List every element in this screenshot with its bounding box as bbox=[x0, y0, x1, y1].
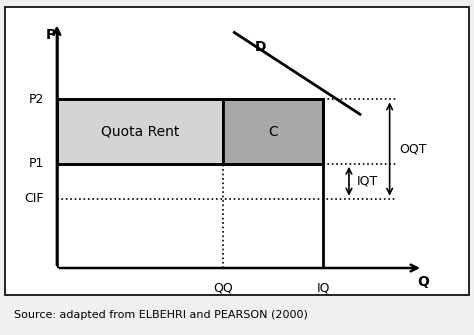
Text: IQ: IQ bbox=[316, 282, 330, 295]
Text: D: D bbox=[255, 40, 266, 54]
Text: Quota Rent: Quota Rent bbox=[101, 125, 179, 139]
Text: CIF: CIF bbox=[25, 192, 44, 205]
Text: P1: P1 bbox=[28, 157, 44, 171]
Text: OQT: OQT bbox=[399, 142, 427, 155]
Text: Source: adapted from ELBEHRI and PEARSON (2000): Source: adapted from ELBEHRI and PEARSON… bbox=[14, 310, 308, 320]
Text: C: C bbox=[268, 125, 278, 139]
Text: P: P bbox=[46, 28, 56, 42]
FancyBboxPatch shape bbox=[5, 7, 469, 295]
Text: P2: P2 bbox=[28, 93, 44, 106]
Text: Q: Q bbox=[417, 275, 429, 289]
Text: QQ: QQ bbox=[213, 282, 233, 295]
Bar bbox=[57, 99, 223, 164]
Bar bbox=[223, 99, 323, 164]
Text: IQT: IQT bbox=[356, 175, 378, 188]
